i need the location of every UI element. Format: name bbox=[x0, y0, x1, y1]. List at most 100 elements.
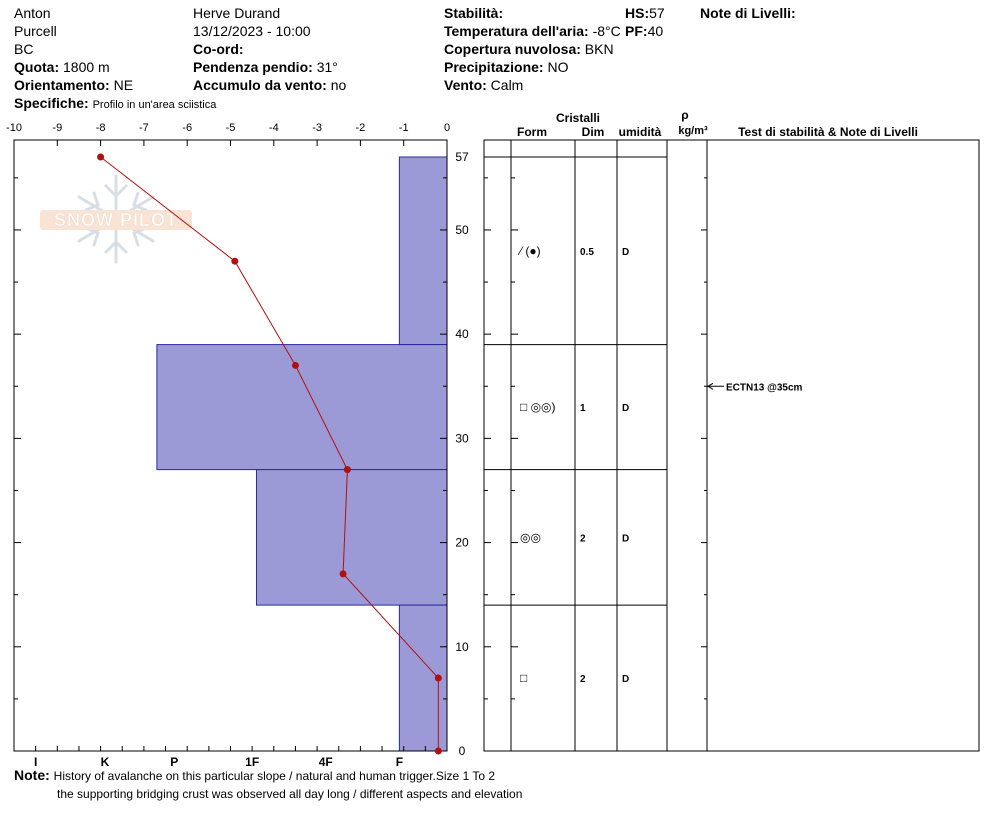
layer-size: 1 bbox=[580, 403, 586, 414]
temp-tick-label: 0 bbox=[444, 122, 450, 134]
layer-form-symbol: ◎◎ bbox=[520, 530, 541, 544]
temp-tick-label: -4 bbox=[269, 122, 279, 134]
datetime: 13/12/2023 - 10:00 bbox=[193, 23, 311, 39]
temperature-point bbox=[231, 257, 239, 265]
hardness-label: 4F bbox=[319, 755, 333, 769]
layer-moisture: D bbox=[622, 403, 629, 414]
height-tick-label: 30 bbox=[455, 431, 469, 445]
footer-note-row: Note: History of avalanche on this parti… bbox=[14, 766, 495, 785]
wind-value: Calm bbox=[490, 77, 524, 93]
note-label: Note: bbox=[14, 767, 50, 783]
stability-label: Stabilità: bbox=[444, 5, 504, 21]
wind-loading-label: Accumulo da vento: bbox=[193, 77, 327, 93]
layer-size: 2 bbox=[580, 533, 586, 544]
region: BC bbox=[14, 41, 34, 57]
precip-value: NO bbox=[547, 59, 569, 75]
air-temp-label: Temperatura dell'aria: bbox=[444, 23, 589, 39]
coords-label: Co-ord: bbox=[193, 41, 244, 57]
note-line-2: the supporting bridging crust was observ… bbox=[57, 787, 523, 801]
height-tick-label: 20 bbox=[455, 536, 469, 550]
cloud-row: Copertura nuvolosa: BKN bbox=[444, 40, 614, 58]
pf-row: PF:40 bbox=[625, 22, 663, 40]
temp-tick-label: -9 bbox=[52, 122, 62, 134]
layer-moisture: D bbox=[622, 247, 629, 258]
hardness-bar bbox=[156, 344, 448, 471]
height-tick-label: 0 bbox=[459, 744, 466, 758]
layer-form-symbol: ⁄ (●) bbox=[517, 244, 541, 258]
size-header: Dim bbox=[582, 125, 605, 139]
logo-banner bbox=[40, 210, 192, 230]
hardness-bar bbox=[398, 156, 448, 346]
aspect-label: Orientamento: bbox=[14, 77, 110, 93]
mountain-range: Purcell bbox=[14, 23, 57, 39]
temperature-point bbox=[339, 570, 347, 578]
hardness-bar bbox=[255, 469, 448, 606]
temp-tick-label: -6 bbox=[182, 122, 192, 134]
form-header: Form bbox=[517, 125, 547, 139]
temperature-point bbox=[434, 674, 442, 682]
moisture-header: umidità bbox=[619, 125, 662, 139]
hardness-axis: I K P 1F 4F F bbox=[34, 755, 403, 769]
crystals-header: Cristalli bbox=[556, 111, 600, 125]
temp-tick-label: -8 bbox=[96, 122, 106, 134]
temperature-point bbox=[434, 747, 442, 755]
layer-form-symbol: □ ◎◎) bbox=[520, 400, 556, 414]
temperature-profile bbox=[97, 153, 442, 755]
air-temp-value: -8°C bbox=[592, 23, 621, 39]
hardness-bars bbox=[156, 156, 448, 752]
layer-moisture: D bbox=[622, 674, 629, 685]
hardness-label: I bbox=[34, 755, 37, 769]
layer-size: 2 bbox=[580, 674, 586, 685]
layer-form-symbol: □ bbox=[520, 671, 527, 685]
height-tick-label: 57 bbox=[455, 150, 469, 164]
hs-row: HS:57 bbox=[625, 4, 665, 22]
snow-profile-chart: SNOW PILOT -10 -9 -8 -7 -6 -5 -4 -3 -2 -1 0 010203… bbox=[6, 108, 980, 769]
specifics-row: Specifiche: Profilo in un'area sciistica bbox=[14, 94, 216, 114]
wind-loading-row: Accumulo da vento: no bbox=[193, 76, 346, 94]
temperature-point bbox=[343, 466, 351, 474]
specifics-value: Profilo in un'area sciistica bbox=[92, 99, 217, 111]
specifics-label: Specifiche: bbox=[14, 95, 89, 111]
stability-test-notes: ECTN13 @35cm bbox=[707, 382, 803, 393]
cloud-value: BKN bbox=[584, 41, 614, 57]
hardness-label: P bbox=[170, 755, 178, 769]
wind-label: Vento: bbox=[444, 77, 487, 93]
note-line-1: History of avalanche on this particular … bbox=[53, 769, 496, 783]
author-name: Herve Durand bbox=[193, 5, 281, 21]
aspect-value: NE bbox=[113, 77, 134, 93]
elevation-value: 1800 m bbox=[63, 59, 110, 75]
rho-header: ρ bbox=[681, 108, 688, 122]
slope-value: 31° bbox=[316, 59, 338, 75]
tests-header: Test di stabilità & Note di Livelli bbox=[738, 125, 918, 139]
hs-value: 57 bbox=[649, 5, 665, 21]
temp-tick-label: -2 bbox=[356, 122, 366, 134]
height-tick-label: 40 bbox=[455, 327, 469, 341]
hardness-label: 1F bbox=[245, 755, 259, 769]
table-rows: ⁄ (●) 0.5 D □ ◎◎) 1 D ◎◎ 2 D □ 2 D bbox=[484, 156, 667, 685]
layer-size: 0.5 bbox=[580, 247, 594, 258]
temp-tick-label: -1 bbox=[399, 122, 409, 134]
wind-row: Vento: Calm bbox=[444, 76, 523, 94]
observer-name: Anton bbox=[14, 5, 51, 21]
temp-tick-label: -3 bbox=[312, 122, 322, 134]
precip-label: Precipitazione: bbox=[444, 59, 544, 75]
pf-value: 40 bbox=[647, 23, 664, 39]
density-unit-header: kg/m³ bbox=[678, 125, 708, 137]
temperature-point bbox=[97, 153, 105, 161]
aspect-row: Orientamento: NE bbox=[14, 76, 133, 94]
table-frame bbox=[483, 139, 980, 752]
temperature-axis: -10 -9 -8 -7 -6 -5 -4 -3 -2 -1 0 bbox=[6, 122, 450, 751]
height-axis: 0 10 20 30 40 50 57 bbox=[14, 150, 707, 758]
layer-table: ⁄ (●) 0.5 D □ ◎◎) 1 D ◎◎ 2 D □ 2 D ECTN13 @35cm Cri… bbox=[483, 108, 980, 752]
height-tick-label: 10 bbox=[455, 640, 469, 654]
test-label: ECTN13 @35cm bbox=[726, 382, 803, 393]
logo-text: SNOW PILOT bbox=[54, 210, 178, 230]
slope-row: Pendenza pendio: 31° bbox=[193, 58, 338, 76]
layer-notes-label: Note di Livelli: bbox=[700, 5, 796, 21]
pf-label: PF: bbox=[625, 23, 648, 39]
hardness-label: F bbox=[396, 755, 403, 769]
temp-tick-label: -5 bbox=[226, 122, 236, 134]
wind-loading-value: no bbox=[330, 77, 347, 93]
elevation-row: Quota: 1800 m bbox=[14, 58, 110, 76]
temp-tick-label: -10 bbox=[6, 122, 22, 134]
